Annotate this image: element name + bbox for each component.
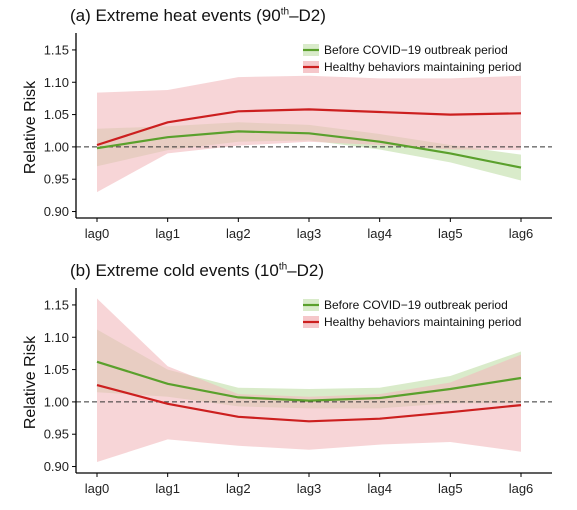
y-tick-label: 1.00 [44,139,69,154]
x-tick-label: lag4 [367,226,392,241]
x-tick-label: lag4 [367,481,392,496]
ci-band [97,298,521,462]
legend-label: Healthy behaviors maintaining period [324,315,521,329]
chart-title-suffix: –D2) [289,6,326,25]
series-line [96,108,522,147]
series-line [96,384,522,423]
y-tick-label: 0.90 [44,204,69,219]
chart-cold: 0.90 0.95 1.00 1.05 1.10 1.15 lag0 lag1 lag2 lag3… [22,288,552,496]
chart-title-text: (b) Extreme cold events (10 [70,261,279,280]
x-tick-label: lag5 [438,226,463,241]
y-tick-label: 0.90 [44,459,69,474]
y-tick-label: 1.05 [44,107,69,122]
chart-title-suffix: –D2) [287,261,325,280]
x-tick-label: lag1 [155,481,180,496]
legend-label: Healthy behaviors maintaining period [324,60,521,74]
chart-title: (a) Extreme heat events (90th–D2) [70,6,326,26]
series-line [96,360,522,402]
x-tick-label: lag6 [509,226,534,241]
x-tick-label: lag5 [438,481,463,496]
y-tick-label: 1.10 [44,75,69,90]
y-tick-label: 1.15 [44,42,69,57]
panel-cold: (b) Extreme cold events (10th–D2) 0.90 0.… [0,255,577,510]
x-tick-label: lag3 [297,226,322,241]
chart-title-superscript: th [280,6,290,18]
y-tick-label: 1.00 [44,394,69,409]
y-tick-label: 1.05 [44,362,69,377]
chart-heat: 0.90 0.95 1.00 1.05 1.10 1.15 lag0 lag1 lag2 lag3… [22,33,552,241]
chart-title-text: (a) Extreme heat events (90 [70,6,281,25]
x-tick-label: lag2 [226,226,251,241]
y-tick-label: 0.95 [44,172,69,187]
x-tick-label: lag1 [155,226,180,241]
series-line [96,130,522,169]
y-tick-label: 1.10 [44,330,69,345]
x-tick-label: lag0 [85,481,110,496]
legend-label: Before COVID−19 outbreak period [324,43,508,57]
x-tick-label: lag0 [85,226,110,241]
x-tick-label: lag2 [226,481,251,496]
chart-title: (b) Extreme cold events (10th–D2) [70,261,324,281]
chart-title-superscript: th [278,261,288,273]
y-axis-label: Relative Risk [22,335,39,429]
y-tick-label: 0.95 [44,427,69,442]
panel-heat: (a) Extreme heat events (90th–D2) 0.90 0.… [22,6,552,241]
y-axis-label: Relative Risk [22,80,39,174]
x-tick-label: lag3 [297,481,322,496]
legend-label: Before COVID−19 outbreak period [324,298,508,312]
x-tick-label: lag6 [509,481,534,496]
y-tick-label: 1.15 [44,297,69,312]
